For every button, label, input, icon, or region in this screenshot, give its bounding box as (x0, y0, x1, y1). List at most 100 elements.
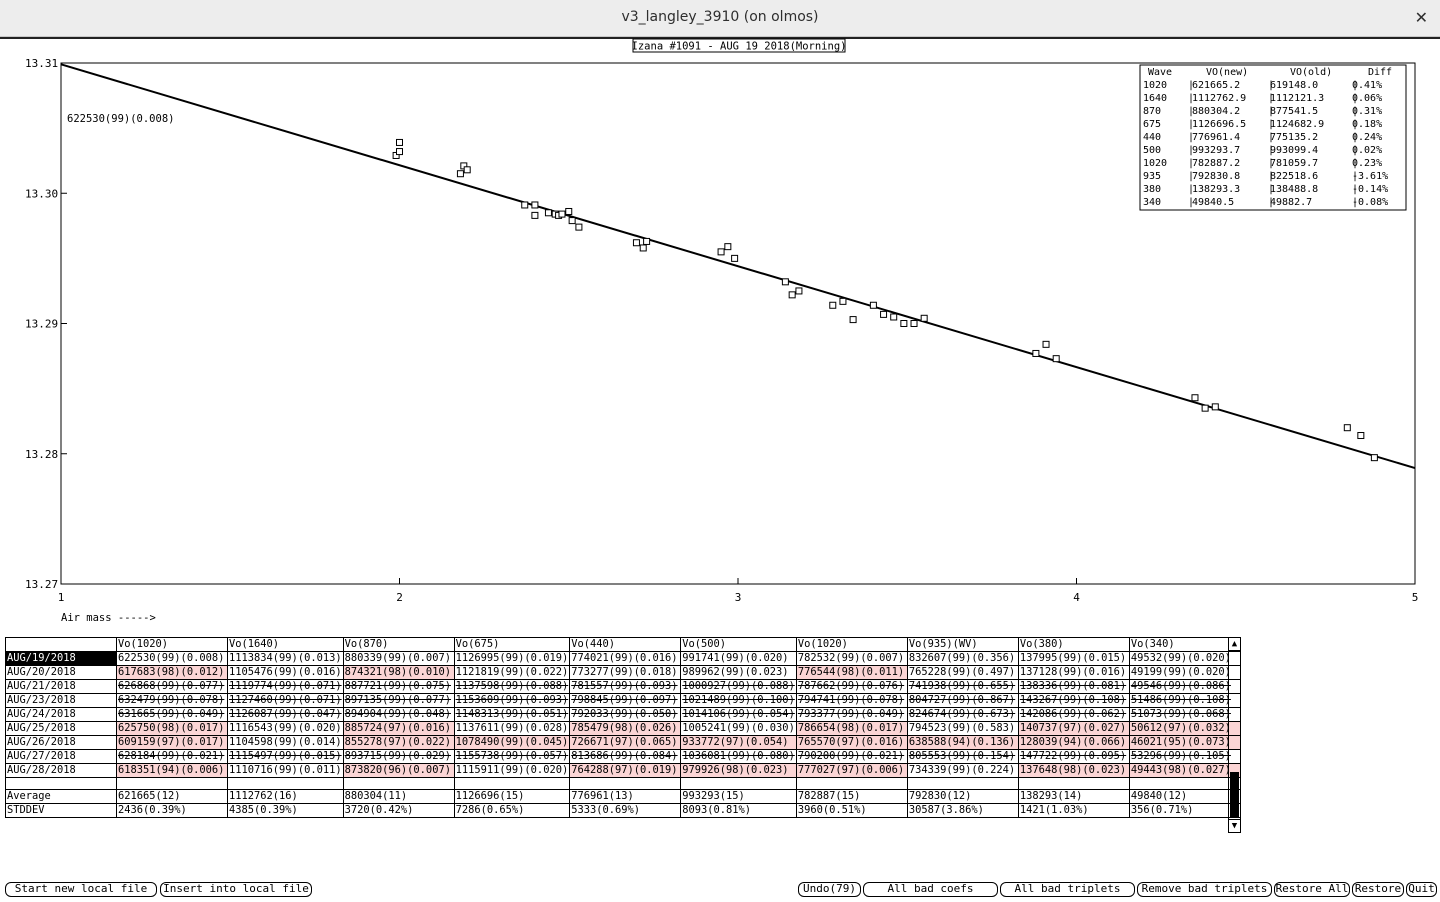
vo-cell[interactable]: 1127460(99)(0.071) (227, 693, 344, 708)
vo-cell[interactable]: 897135(99)(0.077) (342, 693, 455, 708)
vo-cell[interactable]: 804727(99)(0.867) (906, 693, 1019, 708)
vo-cell[interactable]: 786654(98)(0.017) (795, 721, 908, 736)
row-date[interactable]: AUG/20/2018 (5, 665, 117, 680)
vo-cell[interactable]: 805553(99)(0.154) (906, 749, 1019, 764)
data-point[interactable] (521, 201, 529, 209)
scroll-up-icon[interactable]: ▲ (1229, 638, 1240, 651)
vo-cell[interactable]: 832607(99)(0.356) (906, 651, 1019, 666)
vo-cell[interactable]: 777027(97)(0.006) (795, 763, 908, 778)
vo-cell[interactable]: 765570(97)(0.016) (795, 735, 908, 750)
row-date[interactable]: AUG/28/2018 (5, 763, 117, 778)
row-date[interactable]: AUG/19/2018 (5, 651, 117, 666)
vo-cell[interactable]: 1078490(99)(0.045) (453, 735, 571, 750)
vo-cell[interactable]: 1137598(99)(0.088) (453, 679, 571, 694)
vo-cell[interactable]: 1121819(99)(0.022) (453, 665, 571, 680)
langley-plot[interactable]: 13.27 13.28 13.29 13.30 13.31 1 2 3 4 5 Wave VO(n… (0, 37, 1440, 637)
data-point[interactable] (463, 166, 471, 174)
vo-cell[interactable]: 128039(94)(0.066) (1017, 735, 1130, 750)
vo-cell[interactable]: 793377(99)(0.049) (795, 707, 908, 722)
vo-cell[interactable]: 137128(99)(0.016) (1017, 665, 1130, 680)
data-point[interactable] (632, 239, 640, 247)
scroll-thumb[interactable] (1230, 772, 1239, 818)
vo-cell[interactable]: 874321(98)(0.010) (342, 665, 455, 680)
vo-cell[interactable]: 1005241(99)(0.030) (680, 721, 797, 736)
vo-cell[interactable]: 609159(97)(0.017) (116, 735, 228, 750)
vo-cell[interactable]: 1116543(99)(0.020) (227, 721, 344, 736)
data-point[interactable] (531, 201, 539, 209)
data-point[interactable] (839, 297, 847, 305)
table-row[interactable]: AUG/26/2018 609159(97)(0.017) 1104598(99)(… (5, 735, 1241, 750)
scroll-down-icon[interactable]: ▼ (1229, 819, 1240, 832)
vo-cell[interactable]: 50612(97)(0.032) (1128, 721, 1241, 736)
vo-cell[interactable]: 893715(99)(0.029) (342, 749, 455, 764)
data-point[interactable] (396, 148, 403, 156)
vo-cell[interactable]: 1036081(99)(0.080) (680, 749, 797, 764)
data-point[interactable] (643, 237, 651, 245)
vo-cell[interactable]: 137995(99)(0.015) (1017, 651, 1130, 666)
vo-cell[interactable]: 143267(99)(0.108) (1017, 693, 1130, 708)
vo-cell[interactable]: 49443(98)(0.027) (1128, 763, 1241, 778)
data-point[interactable] (900, 320, 908, 327)
close-icon[interactable]: ✕ (1414, 8, 1428, 27)
vo-cell[interactable]: 741938(99)(0.655) (906, 679, 1019, 694)
data-point[interactable] (717, 248, 725, 256)
vo-cell[interactable]: 991741(99)(0.020) (680, 651, 797, 666)
vo-cell[interactable]: 1155738(99)(0.057) (453, 749, 571, 764)
vo-cell[interactable]: 49199(99)(0.020) (1128, 665, 1241, 680)
data-point[interactable] (568, 217, 576, 225)
data-point[interactable] (781, 278, 789, 286)
vo-cell[interactable]: 794741(99)(0.078) (795, 693, 908, 708)
data-point[interactable] (544, 209, 552, 217)
vo-cell[interactable]: 781557(99)(0.093) (569, 679, 682, 694)
table-row[interactable]: AUG/19/2018 622530(99)(0.008) 1113834(99)(… (5, 651, 1241, 666)
vo-cell[interactable]: 1137611(99)(0.028) (453, 721, 571, 736)
vo-cell[interactable]: 824674(99)(0.673) (906, 707, 1019, 722)
data-point[interactable] (829, 301, 837, 309)
vo-cell[interactable]: 617683(98)(0.012) (116, 665, 228, 680)
insert-into-local-file-button[interactable]: Insert into local file (160, 882, 312, 897)
row-date[interactable]: AUG/25/2018 (5, 721, 117, 736)
vo-cell[interactable]: 638588(94)(0.136) (906, 735, 1019, 750)
vo-cell[interactable]: 1014106(99)(0.054) (680, 707, 797, 722)
vo-cell[interactable]: 774021(99)(0.016) (569, 651, 682, 666)
all-bad-coefs-button[interactable]: All bad coefs (863, 882, 998, 897)
vo-cell[interactable]: 1126087(99)(0.047) (227, 707, 344, 722)
vo-cell[interactable]: 880339(99)(0.007) (342, 651, 455, 666)
undo-button[interactable]: Undo(79) (798, 882, 861, 897)
vo-cell[interactable]: 989962(99)(0.023) (680, 665, 797, 680)
vo-cell[interactable]: 137648(98)(0.023) (1017, 763, 1130, 778)
row-date[interactable]: AUG/21/2018 (5, 679, 117, 694)
vo-cell[interactable]: 626868(99)(0.077) (116, 679, 228, 694)
vo-cell[interactable]: 894904(99)(0.048) (342, 707, 455, 722)
table-row[interactable]: AUG/20/2018 617683(98)(0.012) 1105476(99)(… (5, 665, 1241, 680)
table-row[interactable]: AUG/23/2018 632479(99)(0.078) 1127460(99)(… (5, 693, 1241, 708)
data-point[interactable] (531, 211, 539, 219)
data-point[interactable] (456, 170, 464, 178)
data-point[interactable] (575, 223, 583, 231)
vo-cell[interactable]: 792033(99)(0.050) (569, 707, 682, 722)
vo-cell[interactable]: 1113834(99)(0.013) (227, 651, 344, 666)
data-point[interactable] (1042, 340, 1050, 348)
data-point[interactable] (1201, 404, 1209, 412)
vo-cell[interactable]: 1104598(99)(0.014) (227, 735, 344, 750)
start-new-local-file-button[interactable]: Start new local file (5, 882, 157, 897)
vo-cell[interactable]: 140737(97)(0.027) (1017, 721, 1130, 736)
vo-cell[interactable]: 1119774(99)(0.071) (227, 679, 344, 694)
vo-cell[interactable]: 773277(99)(0.018) (569, 665, 682, 680)
data-points[interactable] (392, 138, 1378, 462)
row-date[interactable]: AUG/24/2018 (5, 707, 117, 722)
vo-cell[interactable]: 734339(99)(0.224) (906, 763, 1019, 778)
vo-cell[interactable]: 813686(99)(0.084) (569, 749, 682, 764)
all-bad-triplets-button[interactable]: All bad triplets (1000, 882, 1135, 897)
data-point[interactable] (396, 138, 403, 146)
vo-cell[interactable]: 142086(99)(0.062) (1017, 707, 1130, 722)
data-point[interactable] (639, 244, 647, 252)
vo-cell[interactable]: 1153609(99)(0.093) (453, 693, 571, 708)
vo-cell[interactable]: 631665(99)(0.049) (116, 707, 228, 722)
table-row[interactable]: AUG/27/2018 628184(99)(0.021) 1115497(99)(… (5, 749, 1241, 764)
vo-cell[interactable]: 618351(94)(0.006) (116, 763, 228, 778)
data-point[interactable] (1370, 454, 1378, 462)
vo-cell[interactable]: 1148313(99)(0.051) (453, 707, 571, 722)
vo-cell[interactable]: 790200(99)(0.021) (795, 749, 908, 764)
vo-cell[interactable]: 794523(99)(0.583) (906, 721, 1019, 736)
